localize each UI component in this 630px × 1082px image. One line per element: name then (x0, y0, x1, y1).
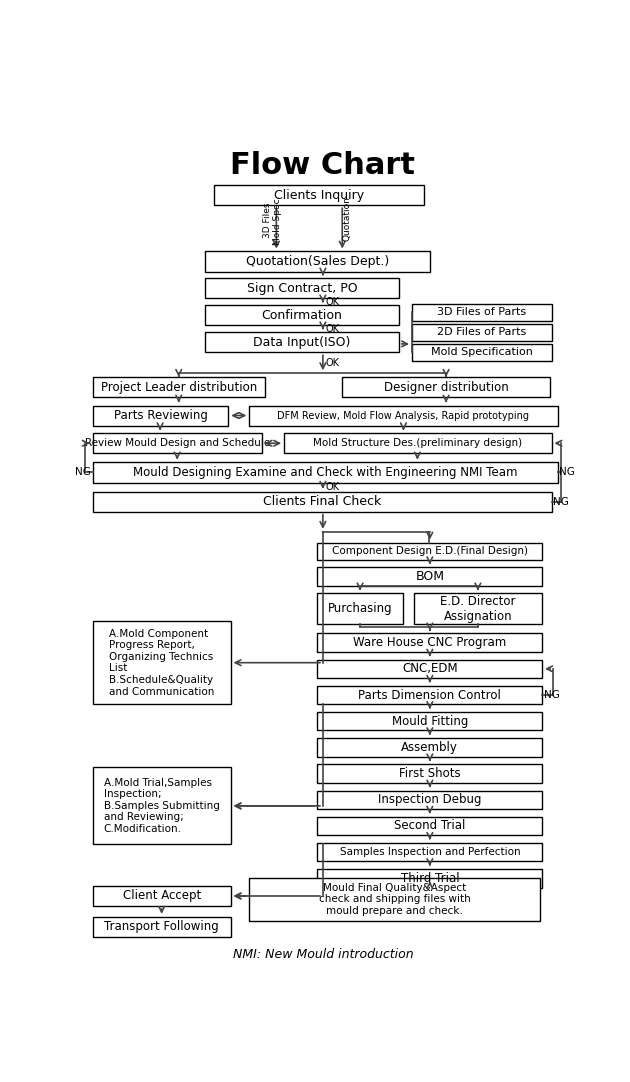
Text: Third Trial: Third Trial (401, 872, 459, 885)
Text: DFM Review, Mold Flow Analysis, Rapid prototyping: DFM Review, Mold Flow Analysis, Rapid pr… (277, 410, 529, 421)
Bar (412, 344, 551, 360)
Text: Quotation(Sales Dept.): Quotation(Sales Dept.) (246, 255, 389, 268)
Text: OK: OK (325, 358, 339, 368)
Bar (318, 843, 542, 861)
Bar (413, 593, 542, 624)
Bar (412, 324, 551, 341)
Bar (318, 712, 542, 730)
Text: Sign Contract, PO: Sign Contract, PO (246, 282, 357, 295)
Bar (318, 764, 542, 782)
Text: Parts Reviewing: Parts Reviewing (113, 409, 207, 422)
Text: Mold Specification: Mold Specification (431, 347, 533, 357)
Text: OK: OK (325, 324, 339, 334)
Bar (93, 916, 231, 937)
Bar (93, 377, 265, 397)
Bar (412, 304, 551, 320)
Bar (318, 817, 542, 835)
Text: OK: OK (325, 483, 339, 492)
Bar (318, 869, 542, 887)
Text: NG: NG (553, 497, 569, 506)
Bar (205, 305, 399, 326)
Text: NMI: New Mould introduction: NMI: New Mould introduction (232, 948, 413, 961)
Text: Second Trial: Second Trial (394, 819, 466, 832)
Text: A.Mold Component
Progress Report,
Organizing Technics
List
B.Schedule&Quality
an: A.Mold Component Progress Report, Organi… (109, 629, 214, 697)
Bar (318, 593, 403, 624)
Bar (93, 406, 228, 425)
Text: Client Accept: Client Accept (123, 889, 201, 902)
Text: E.D. Director
Assignation: E.D. Director Assignation (440, 595, 515, 623)
Text: NG: NG (544, 690, 559, 700)
Text: BOM: BOM (415, 570, 444, 583)
Text: Purchasing: Purchasing (328, 603, 392, 616)
Text: Samples Inspection and Perfection: Samples Inspection and Perfection (340, 847, 520, 857)
Text: 3D Files of Parts: 3D Files of Parts (437, 307, 526, 317)
Bar (93, 886, 231, 906)
Text: Inspection Debug: Inspection Debug (378, 793, 481, 806)
Bar (318, 791, 542, 809)
Bar (284, 433, 551, 453)
Text: Mould Designing Examine and Check with Engineering NMI Team: Mould Designing Examine and Check with E… (133, 466, 517, 479)
Bar (318, 686, 542, 704)
Text: Parts Dimension Control: Parts Dimension Control (358, 688, 501, 701)
Bar (318, 738, 542, 756)
Text: First Shots: First Shots (399, 767, 461, 780)
Text: Quotation: Quotation (342, 196, 352, 241)
Text: Mould Fitting: Mould Fitting (392, 715, 468, 728)
Bar (342, 377, 550, 397)
Bar (205, 251, 430, 272)
Text: A.Mold Trial,Samples
Inspection;
B.Samples Submitting
and Reviewing;
C.Modificat: A.Mold Trial,Samples Inspection; B.Sampl… (104, 778, 220, 834)
Text: CNC,EDM: CNC,EDM (402, 662, 457, 675)
Text: Clients Final Check: Clients Final Check (263, 496, 381, 509)
Text: 3D Files
Mold Spec.: 3D Files Mold Spec. (263, 196, 282, 246)
Text: OK: OK (325, 296, 339, 307)
Bar (205, 278, 399, 299)
Bar (93, 621, 231, 704)
Text: Transport Following: Transport Following (105, 921, 219, 934)
Bar (93, 767, 231, 844)
Text: Review Mould Design and Schedule: Review Mould Design and Schedule (84, 438, 270, 448)
Text: Mould Final Quality&Aspect
check and shipping files with
mould prepare and check: Mould Final Quality&Aspect check and shi… (319, 883, 471, 916)
Bar (93, 433, 261, 453)
Text: Mold Structure Des.(preliminary design): Mold Structure Des.(preliminary design) (313, 438, 522, 448)
Bar (318, 542, 542, 559)
Text: Clients Inquiry: Clients Inquiry (274, 188, 364, 201)
Bar (318, 633, 542, 651)
Bar (93, 491, 551, 512)
Text: 2D Files of Parts: 2D Files of Parts (437, 328, 527, 338)
Bar (249, 879, 540, 921)
Text: Designer distribution: Designer distribution (384, 381, 508, 394)
Bar (205, 332, 399, 353)
Text: Component Design E.D.(Final Design): Component Design E.D.(Final Design) (332, 546, 528, 556)
Bar (318, 567, 542, 585)
Text: Data Input(ISO): Data Input(ISO) (253, 335, 351, 348)
Bar (214, 185, 423, 206)
Text: Project Leader distribution: Project Leader distribution (101, 381, 257, 394)
Text: Confirmation: Confirmation (261, 308, 342, 322)
Text: Flow Chart: Flow Chart (231, 151, 415, 181)
Bar (318, 660, 542, 678)
Bar (249, 406, 558, 425)
Text: NG: NG (559, 467, 575, 477)
Text: Ware House CNC Program: Ware House CNC Program (353, 636, 507, 649)
Bar (93, 462, 558, 483)
Text: NG: NG (75, 467, 91, 477)
Text: Assembly: Assembly (401, 741, 458, 754)
